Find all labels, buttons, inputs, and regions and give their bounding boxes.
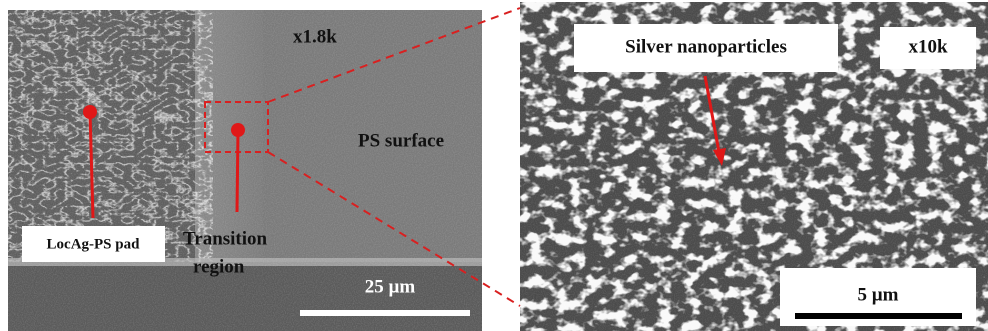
magnification-label: x10k (908, 36, 948, 57)
region-label: PS surface (358, 130, 444, 151)
magnification-label: x1.8k (293, 26, 337, 47)
pointer-line (237, 130, 238, 212)
figure: x1.8k PS surface LocAg-PS pad Transition… (0, 0, 988, 331)
pointer-dot (83, 105, 97, 119)
transition-label: region (193, 256, 245, 277)
pad-label: LocAg-PS pad (47, 236, 141, 252)
scale-bar-label: 25 µm (365, 276, 416, 297)
feature-label: Silver nanoparticles (625, 36, 787, 57)
pointer-dot (231, 123, 245, 137)
transition-label: Transition (183, 228, 268, 249)
scale-bar-label: 5 µm (857, 284, 898, 305)
